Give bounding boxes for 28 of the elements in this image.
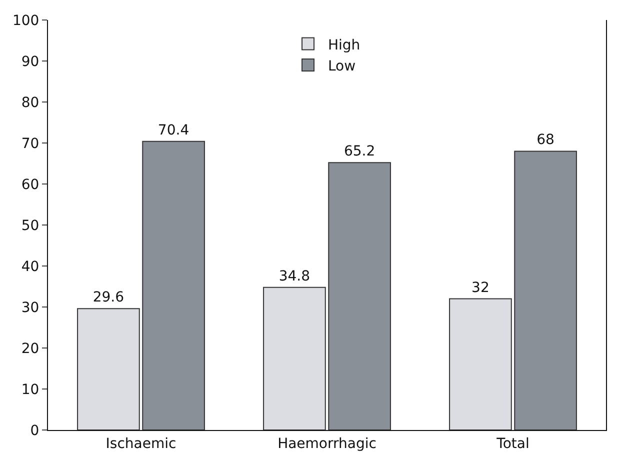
bar (514, 150, 577, 430)
bar (449, 298, 512, 430)
data-label: 68 (536, 132, 554, 148)
legend-label: Low (328, 58, 356, 74)
data-label: 32 (472, 280, 490, 296)
x-tick-label: Ischaemic (106, 436, 176, 452)
bar (328, 162, 391, 430)
y-tick-label: 50 (21, 218, 40, 234)
y-tick-label: 60 (21, 176, 40, 193)
x-tick-label: Total (496, 436, 530, 452)
bar (77, 308, 140, 430)
y-tick-label: 10 (21, 382, 40, 398)
x-tick-label: Haemorrhagic (278, 436, 376, 452)
bar (142, 140, 205, 430)
data-label: 29.6 (92, 290, 124, 306)
data-label: 34.8 (278, 268, 310, 284)
y-tick-label: 0 (30, 422, 40, 439)
y-tick-label: 100 (12, 12, 40, 29)
data-label: 65.2 (344, 144, 376, 160)
data-label: 70.4 (158, 122, 190, 138)
y-tick-label: 80 (21, 94, 40, 111)
y-tick-label: 90 (21, 54, 40, 70)
y-tick-label: 40 (21, 258, 40, 275)
legend-label: High (328, 37, 360, 54)
bar (263, 286, 326, 430)
y-tick-label: 30 (21, 300, 40, 316)
y-tick-label: 70 (21, 136, 40, 152)
y-tick-label: 20 (21, 340, 40, 357)
